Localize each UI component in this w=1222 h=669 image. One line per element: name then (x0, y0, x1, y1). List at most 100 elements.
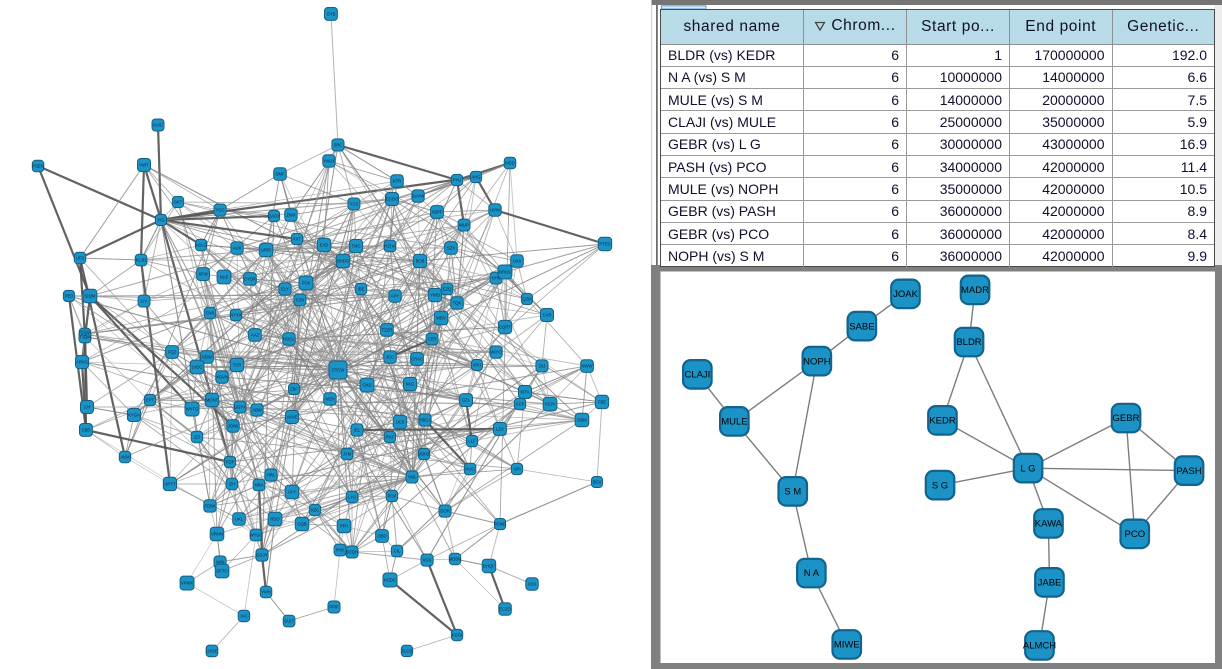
svg-text:ALMCH: ALMCH (1023, 641, 1056, 652)
svg-text:PHK: PHK (336, 548, 345, 553)
svg-text:TCR: TCR (233, 363, 242, 368)
svg-text:HDCL: HDCL (283, 337, 295, 342)
svg-text:MDBN: MDBN (449, 557, 461, 562)
svg-text:PASH: PASH (1176, 466, 1201, 477)
svg-text:IOO: IOO (528, 582, 536, 587)
svg-text:DIJ: DIJ (539, 364, 545, 369)
svg-text:NRA: NRA (255, 483, 264, 488)
svg-text:OBD: OBD (377, 534, 386, 539)
svg-text:KYGA: KYGA (128, 413, 140, 418)
svg-text:UFS: UFS (76, 256, 85, 261)
svg-text:OYDK: OYDK (244, 277, 256, 282)
svg-text:DFTO: DFTO (216, 569, 228, 574)
svg-text:KITA: KITA (521, 390, 530, 395)
svg-text:CQRT: CQRT (499, 325, 511, 330)
svg-text:KGDC: KGDC (384, 578, 396, 583)
svg-text:QZM: QZM (522, 297, 532, 302)
svg-text:CTCW: CTCW (332, 368, 345, 373)
svg-text:GQB: GQB (297, 522, 307, 527)
svg-text:HBCJ: HBCJ (420, 418, 431, 423)
svg-text:KDGI: KDGI (452, 633, 462, 638)
svg-text:WUP: WUP (459, 223, 469, 228)
svg-text:AAZ: AAZ (251, 333, 260, 338)
svg-text:KVIC: KVIC (153, 123, 163, 128)
svg-text:OYB: OYB (327, 12, 336, 17)
svg-text:BRUS: BRUS (499, 270, 511, 275)
svg-text:UVW: UVW (490, 208, 500, 213)
svg-text:IZJ: IZJ (194, 435, 200, 440)
svg-text:WYUC: WYUC (250, 533, 263, 538)
svg-text:WIYO: WIYO (490, 350, 502, 355)
svg-text:FDBK: FDBK (204, 504, 215, 509)
svg-text:EAD: EAD (320, 243, 329, 248)
svg-text:BDV: BDV (593, 480, 602, 485)
svg-text:CCF: CCF (516, 402, 525, 407)
svg-text:WIN: WIN (216, 560, 224, 565)
svg-text:WYTG: WYTG (186, 407, 199, 412)
svg-text:CAR: CAR (543, 313, 552, 318)
svg-text:LLF: LLF (468, 439, 476, 444)
svg-text:JOIW: JOIW (228, 424, 239, 429)
svg-text:BHDG: BHDG (337, 259, 349, 264)
svg-text:KEDR: KEDR (929, 416, 956, 427)
svg-text:QAOY: QAOY (268, 214, 280, 219)
svg-text:UPYT: UPYT (164, 482, 176, 487)
svg-text:HHY: HHY (492, 276, 501, 281)
svg-text:KTR: KTR (393, 179, 401, 184)
svg-text:AUX: AUX (233, 246, 242, 251)
svg-text:NAZ: NAZ (220, 275, 229, 280)
svg-text:MIWE: MIWE (834, 640, 860, 651)
svg-text:PTED: PTED (599, 242, 610, 247)
svg-text:MZH: MZH (325, 397, 334, 402)
svg-text:FQZ: FQZ (168, 350, 177, 355)
svg-text:WBV: WBV (436, 316, 446, 321)
svg-text:UPI: UPI (514, 467, 521, 472)
svg-text:CIL: CIL (394, 549, 401, 554)
svg-text:CRAC: CRAC (411, 357, 423, 362)
svg-text:PSEN: PSEN (32, 164, 43, 169)
svg-text:ARXG: ARXG (76, 360, 88, 365)
svg-text:ELY: ELY (281, 287, 289, 292)
svg-text:TQK: TQK (453, 301, 462, 306)
svg-text:LHJ: LHJ (348, 495, 355, 500)
svg-text:GDW: GDW (202, 355, 212, 360)
svg-text:CER: CER (428, 337, 437, 342)
svg-text:FBE: FBE (598, 400, 606, 405)
svg-text:EGOO: EGOO (386, 197, 399, 202)
svg-text:ZLCD: ZLCD (402, 649, 413, 654)
svg-text:KKG: KKG (406, 382, 415, 387)
svg-text:UXSE: UXSE (206, 649, 218, 654)
svg-text:UKL: UKL (235, 517, 244, 522)
svg-text:HRL: HRL (267, 473, 276, 478)
svg-text:GUIT: GUIT (284, 619, 294, 624)
svg-text:AYY: AYY (288, 490, 296, 495)
svg-text:XGS: XGS (423, 558, 432, 563)
svg-text:YMH: YMH (261, 590, 270, 595)
svg-text:JYM: JYM (343, 452, 352, 457)
svg-text:YCS: YCS (350, 202, 359, 207)
svg-text:APY: APY (391, 294, 400, 299)
svg-text:AHG: AHG (471, 175, 480, 180)
svg-text:KZC: KZC (311, 508, 319, 513)
svg-text:ECZO: ECZO (499, 607, 511, 612)
svg-text:L G: L G (1021, 463, 1036, 474)
svg-text:JOAK: JOAK (893, 289, 918, 300)
svg-text:KLJD: KLJD (136, 258, 146, 263)
svg-text:VDHZ: VDHZ (418, 452, 430, 457)
svg-text:XGVN: XGVN (216, 375, 228, 380)
svg-text:URIR: URIR (261, 248, 271, 253)
svg-text:YGC: YGC (215, 208, 224, 213)
svg-text:JCC: JCC (386, 355, 394, 360)
svg-text:SZX: SZX (447, 246, 455, 251)
svg-text:XSR: XSR (81, 332, 90, 337)
svg-text:MDD: MDD (505, 161, 515, 166)
svg-text:YML: YML (408, 475, 417, 480)
svg-text:S G: S G (932, 480, 948, 491)
svg-text:SRC: SRC (334, 143, 343, 148)
svg-text:UGYX: UGYX (234, 405, 246, 410)
svg-text:YWD: YWD (430, 293, 440, 298)
svg-text:DOR: DOR (440, 509, 449, 514)
svg-text:IZH: IZH (229, 482, 236, 487)
svg-text:GKT: GKT (174, 200, 183, 205)
svg-text:LVDC: LVDC (192, 365, 203, 370)
